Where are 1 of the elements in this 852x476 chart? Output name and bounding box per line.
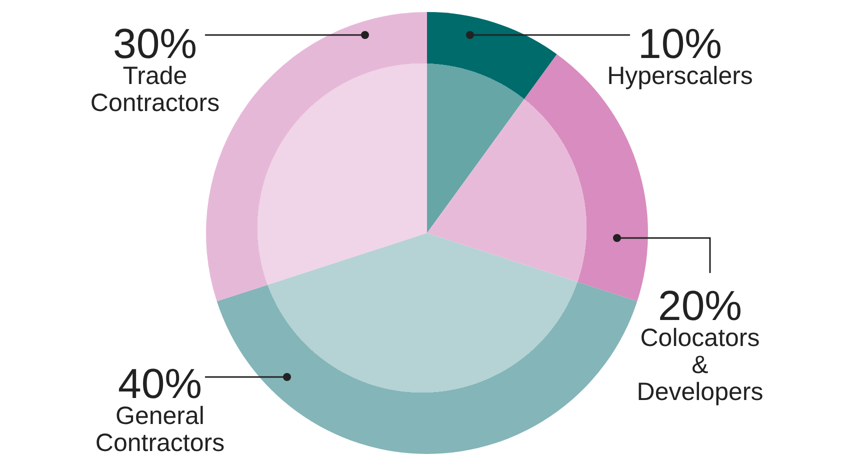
pie-slice: [427, 12, 557, 233]
